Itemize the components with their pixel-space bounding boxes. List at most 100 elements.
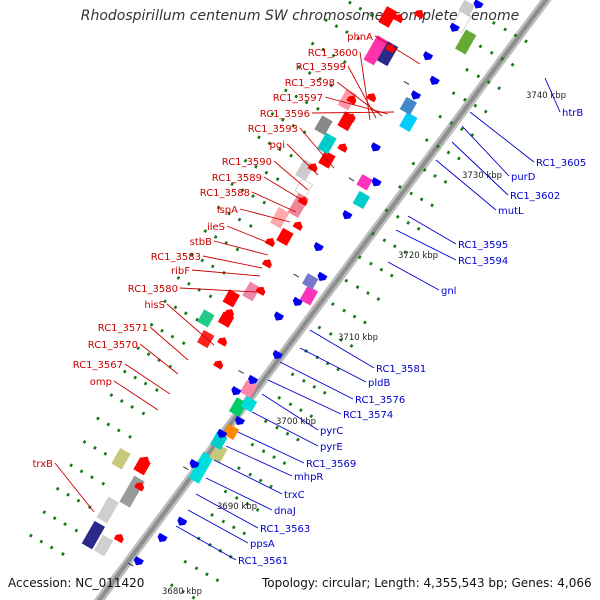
gene-reverse-arrow-18 (429, 75, 440, 85)
gene-reverse-arrow-1 (133, 556, 144, 566)
forward-label-9: RC1_3590 (222, 157, 272, 168)
reverse-label-6: RC1_3595 (458, 240, 508, 251)
forward-label-2: RC1_3600 (308, 48, 358, 59)
gene-box-38 (455, 29, 477, 55)
gene-forward-arrow-13 (337, 143, 348, 153)
forward-leader-17 (179, 287, 257, 293)
gene-box-31 (352, 190, 371, 210)
gene-reverse-arrow-2 (157, 532, 168, 543)
gene-forward-arrow-17 (385, 44, 396, 54)
reverse-leader-16 (225, 445, 293, 477)
gene-reverse-arrow-12 (317, 271, 328, 281)
reverse-leader-7 (395, 229, 457, 261)
forward-label-6: RC1_3596 (260, 109, 310, 120)
gene-box-32 (356, 174, 373, 191)
reverse-leader-10 (299, 347, 367, 383)
tick-label-3: 3700 kbp (276, 417, 316, 427)
gene-box-2 (96, 496, 119, 524)
reverse-leader-9 (309, 329, 375, 369)
forward-leader-14 (213, 240, 269, 256)
forward-label-14: stbB (190, 237, 212, 248)
forward-leader-1 (374, 35, 421, 65)
gene-box-3 (93, 534, 114, 557)
tick-mark-4 (293, 273, 300, 278)
gene-forward-arrow-8 (261, 259, 272, 269)
forward-label-20: RC1_3570 (88, 340, 138, 351)
reverse-leader-21 (175, 525, 237, 561)
gene-reverse-arrow-5 (217, 428, 228, 438)
forward-leader-6 (311, 111, 395, 114)
gene-box-7 (188, 451, 214, 484)
forward-label-12: lspA (217, 205, 238, 216)
reverse-label-20: ppsA (250, 539, 275, 550)
gene-forward-arrow-16 (366, 93, 377, 103)
tick-label-6: 3730 kbp (462, 171, 502, 181)
reverse-label-5: mutL (498, 206, 524, 217)
gene-forward-arrow-5 (217, 337, 228, 347)
forward-leader-23 (54, 462, 95, 513)
forward-leader-11 (251, 191, 297, 213)
reverse-label-2: RC1_3605 (536, 158, 586, 169)
forward-leader-5 (324, 96, 389, 115)
forward-label-3: RC1_3599 (296, 62, 346, 73)
reverse-label-1: htrB (562, 108, 583, 119)
gene-box-4 (119, 475, 145, 508)
tick-ring-5 (156, 1, 507, 600)
forward-leader-12 (239, 208, 291, 223)
forward-label-4: RC1_3598 (285, 78, 335, 89)
accession-text: Accession: NC_011420 (8, 576, 145, 590)
reverse-leader-1 (544, 77, 561, 113)
genome-summary-text: Topology: circular; Length: 4,355,543 bp… (262, 576, 592, 590)
gene-reverse-arrow-7 (231, 386, 242, 396)
forward-label-18: hisS (144, 300, 165, 311)
reverse-label-11: RC1_3576 (355, 395, 405, 406)
gene-box-24 (294, 178, 313, 198)
reverse-label-21: RC1_3561 (238, 556, 288, 567)
forward-label-21: RC1_3567 (73, 360, 123, 371)
tick-label-1: 3680 kbp (162, 587, 202, 597)
gene-forward-arrow-9 (264, 237, 275, 248)
tick-label-2: 3690 kbp (217, 502, 257, 512)
gene-reverse-arrow-11 (292, 296, 303, 306)
forward-label-7: RC1_3593 (248, 124, 298, 135)
reverse-label-4: RC1_3602 (510, 191, 560, 202)
gene-forward-arrow-1 (113, 534, 124, 544)
gene-box-1 (81, 520, 106, 550)
forward-label-17: RC1_3580 (128, 284, 178, 295)
reverse-label-18: dnaJ (274, 506, 296, 517)
gene-box-28 (314, 115, 333, 136)
forward-leader-10 (263, 176, 303, 201)
map-title: Rhodospirillum centenum SW chromosome, c… (80, 8, 520, 24)
reverse-label-14: pyrE (320, 442, 343, 453)
reverse-label-17: trxC (284, 490, 305, 501)
forward-label-22: omp (90, 377, 112, 388)
gene-forward-arrow-12 (307, 163, 318, 173)
tick-mark-3 (238, 369, 244, 374)
gene-forward-arrow-4 (213, 360, 224, 370)
gene-forward-arrow-6 (224, 309, 235, 319)
gene-reverse-arrow-4 (189, 458, 200, 469)
gene-reverse-arrow-10 (274, 311, 285, 321)
reverse-label-7: RC1_3594 (458, 256, 508, 267)
forward-label-5: RC1_3597 (273, 93, 323, 104)
gene-arrow-14 (196, 329, 215, 349)
forward-leader-3 (347, 65, 377, 119)
reverse-label-13: pyrC (320, 426, 343, 437)
gene-box-35 (363, 35, 388, 66)
tick-mark-6 (403, 81, 410, 85)
gene-box-19 (299, 285, 319, 306)
gene-box-12 (240, 395, 258, 413)
forward-leader-7 (299, 127, 335, 169)
forward-leader-22 (113, 380, 159, 411)
gene-forward-arrow-18 (393, 14, 404, 24)
gene-box-5 (111, 447, 131, 470)
gene-reverse-arrow-20 (449, 22, 460, 32)
reverse-leader-20 (187, 509, 249, 544)
tick-mark-2 (182, 466, 189, 471)
reverse-label-16: mhpR (294, 472, 323, 483)
gene-box-27 (317, 132, 337, 155)
forward-leader-19 (149, 326, 189, 361)
forward-label-11: RC1_3588 (200, 188, 250, 199)
forward-label-10: RC1_3589 (212, 173, 262, 184)
